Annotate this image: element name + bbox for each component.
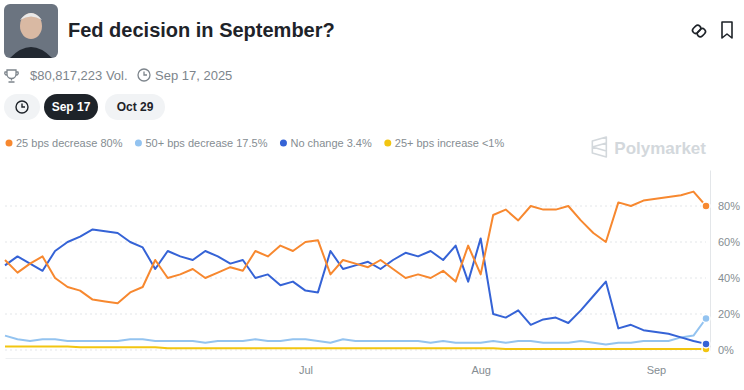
legend-label: 25 bps decrease 80%: [16, 137, 123, 149]
x-axis: Jul Aug Sep: [6, 358, 707, 376]
bookmark-icon[interactable]: [722, 22, 732, 38]
legend-item: 50+ bps decrease 17.5%: [135, 137, 268, 149]
avatar: [4, 4, 58, 58]
y-tick-label: 60%: [718, 236, 740, 248]
y-tick-label: 40%: [718, 272, 740, 284]
grid: [5, 206, 706, 350]
legend-item: 25 bps decrease 80%: [6, 137, 123, 149]
series-line: [5, 346, 706, 349]
legend-swatch: [135, 140, 142, 147]
title: Fed decision in September?: [68, 19, 335, 41]
x-tick-label: Jul: [299, 364, 313, 376]
y-tick: 0%: [710, 344, 734, 356]
series-line: [5, 229, 706, 343]
legend-label: 25+ bps increase <1%: [395, 137, 505, 149]
y-tick-label: 0%: [718, 344, 734, 356]
history-tab[interactable]: [4, 94, 40, 120]
y-tick: 60%: [710, 236, 740, 248]
clock-icon: [138, 69, 150, 81]
y-tick-label: 80%: [718, 200, 740, 212]
legend-swatch: [384, 140, 391, 147]
avatar-face: [20, 13, 42, 39]
legend-swatch: [280, 140, 287, 147]
header: Fed decision in September? $80,817,223 Vo…: [4, 4, 732, 83]
x-tick: Aug: [471, 358, 491, 376]
legend-item: No change 3.4%: [280, 137, 372, 149]
x-tick: Sep: [647, 358, 667, 376]
grid-line: [5, 314, 706, 315]
volume: $80,817,223 Vol.: [30, 68, 128, 83]
y-tick: 20%: [710, 308, 740, 320]
trophy-icon-part: [5, 70, 19, 82]
y-tick: 40%: [710, 272, 740, 284]
end-marker: [702, 202, 710, 210]
link-icon[interactable]: [691, 24, 706, 38]
avatar-hair: [20, 13, 42, 20]
grid-line: [5, 206, 706, 207]
avatar-suit: [10, 47, 52, 58]
legend-label: No change 3.4%: [290, 137, 372, 149]
x-tick: Jul: [299, 358, 313, 376]
grid-line: [5, 242, 706, 243]
trophy-icon: [5, 70, 19, 82]
link-icon-part: [696, 27, 707, 38]
series-line: [5, 319, 706, 345]
tab[interactable]: [105, 94, 165, 120]
history-icon-part: [22, 104, 25, 108]
plot-area: [5, 192, 710, 354]
end-marker: [702, 340, 710, 348]
legend-swatch: [6, 140, 13, 147]
clock-icon-part: [138, 69, 150, 81]
y-tick: 80%: [710, 200, 740, 212]
legend-item: 25+ bps increase <1%: [384, 137, 504, 149]
x-axis-line: [6, 358, 707, 359]
end-date: Sep 17, 2025: [155, 68, 232, 83]
clock-icon-part: [144, 72, 147, 76]
tabs: Sep 17 Oct 29: [4, 94, 165, 120]
watermark: Polymarket: [592, 137, 706, 158]
watermark-logo: [592, 137, 606, 157]
history-icon: [16, 101, 28, 113]
end-marker: [702, 315, 710, 323]
tab-active[interactable]: [44, 94, 98, 120]
tab-label[interactable]: Oct 29: [117, 100, 154, 114]
y-axis-line: [710, 171, 711, 351]
x-tick-label: Aug: [471, 364, 491, 376]
history-icon-part: [16, 101, 28, 113]
series-line: [5, 192, 706, 304]
grid-line: [5, 278, 706, 279]
chart-page: Fed decision in September? $80,817,223 Vo…: [0, 0, 744, 390]
watermark-text: Polymarket: [614, 139, 706, 158]
tab-label[interactable]: Sep 17: [52, 100, 91, 114]
x-tick-label: Sep: [647, 364, 667, 376]
y-tick-label: 20%: [718, 308, 740, 320]
y-axis: 0% 20% 40% 60% 80%: [710, 171, 740, 357]
legend-label: 50+ bps decrease 17.5%: [145, 137, 267, 149]
legend: 25 bps decrease 80% 50+ bps decrease 17.5…: [6, 137, 505, 149]
